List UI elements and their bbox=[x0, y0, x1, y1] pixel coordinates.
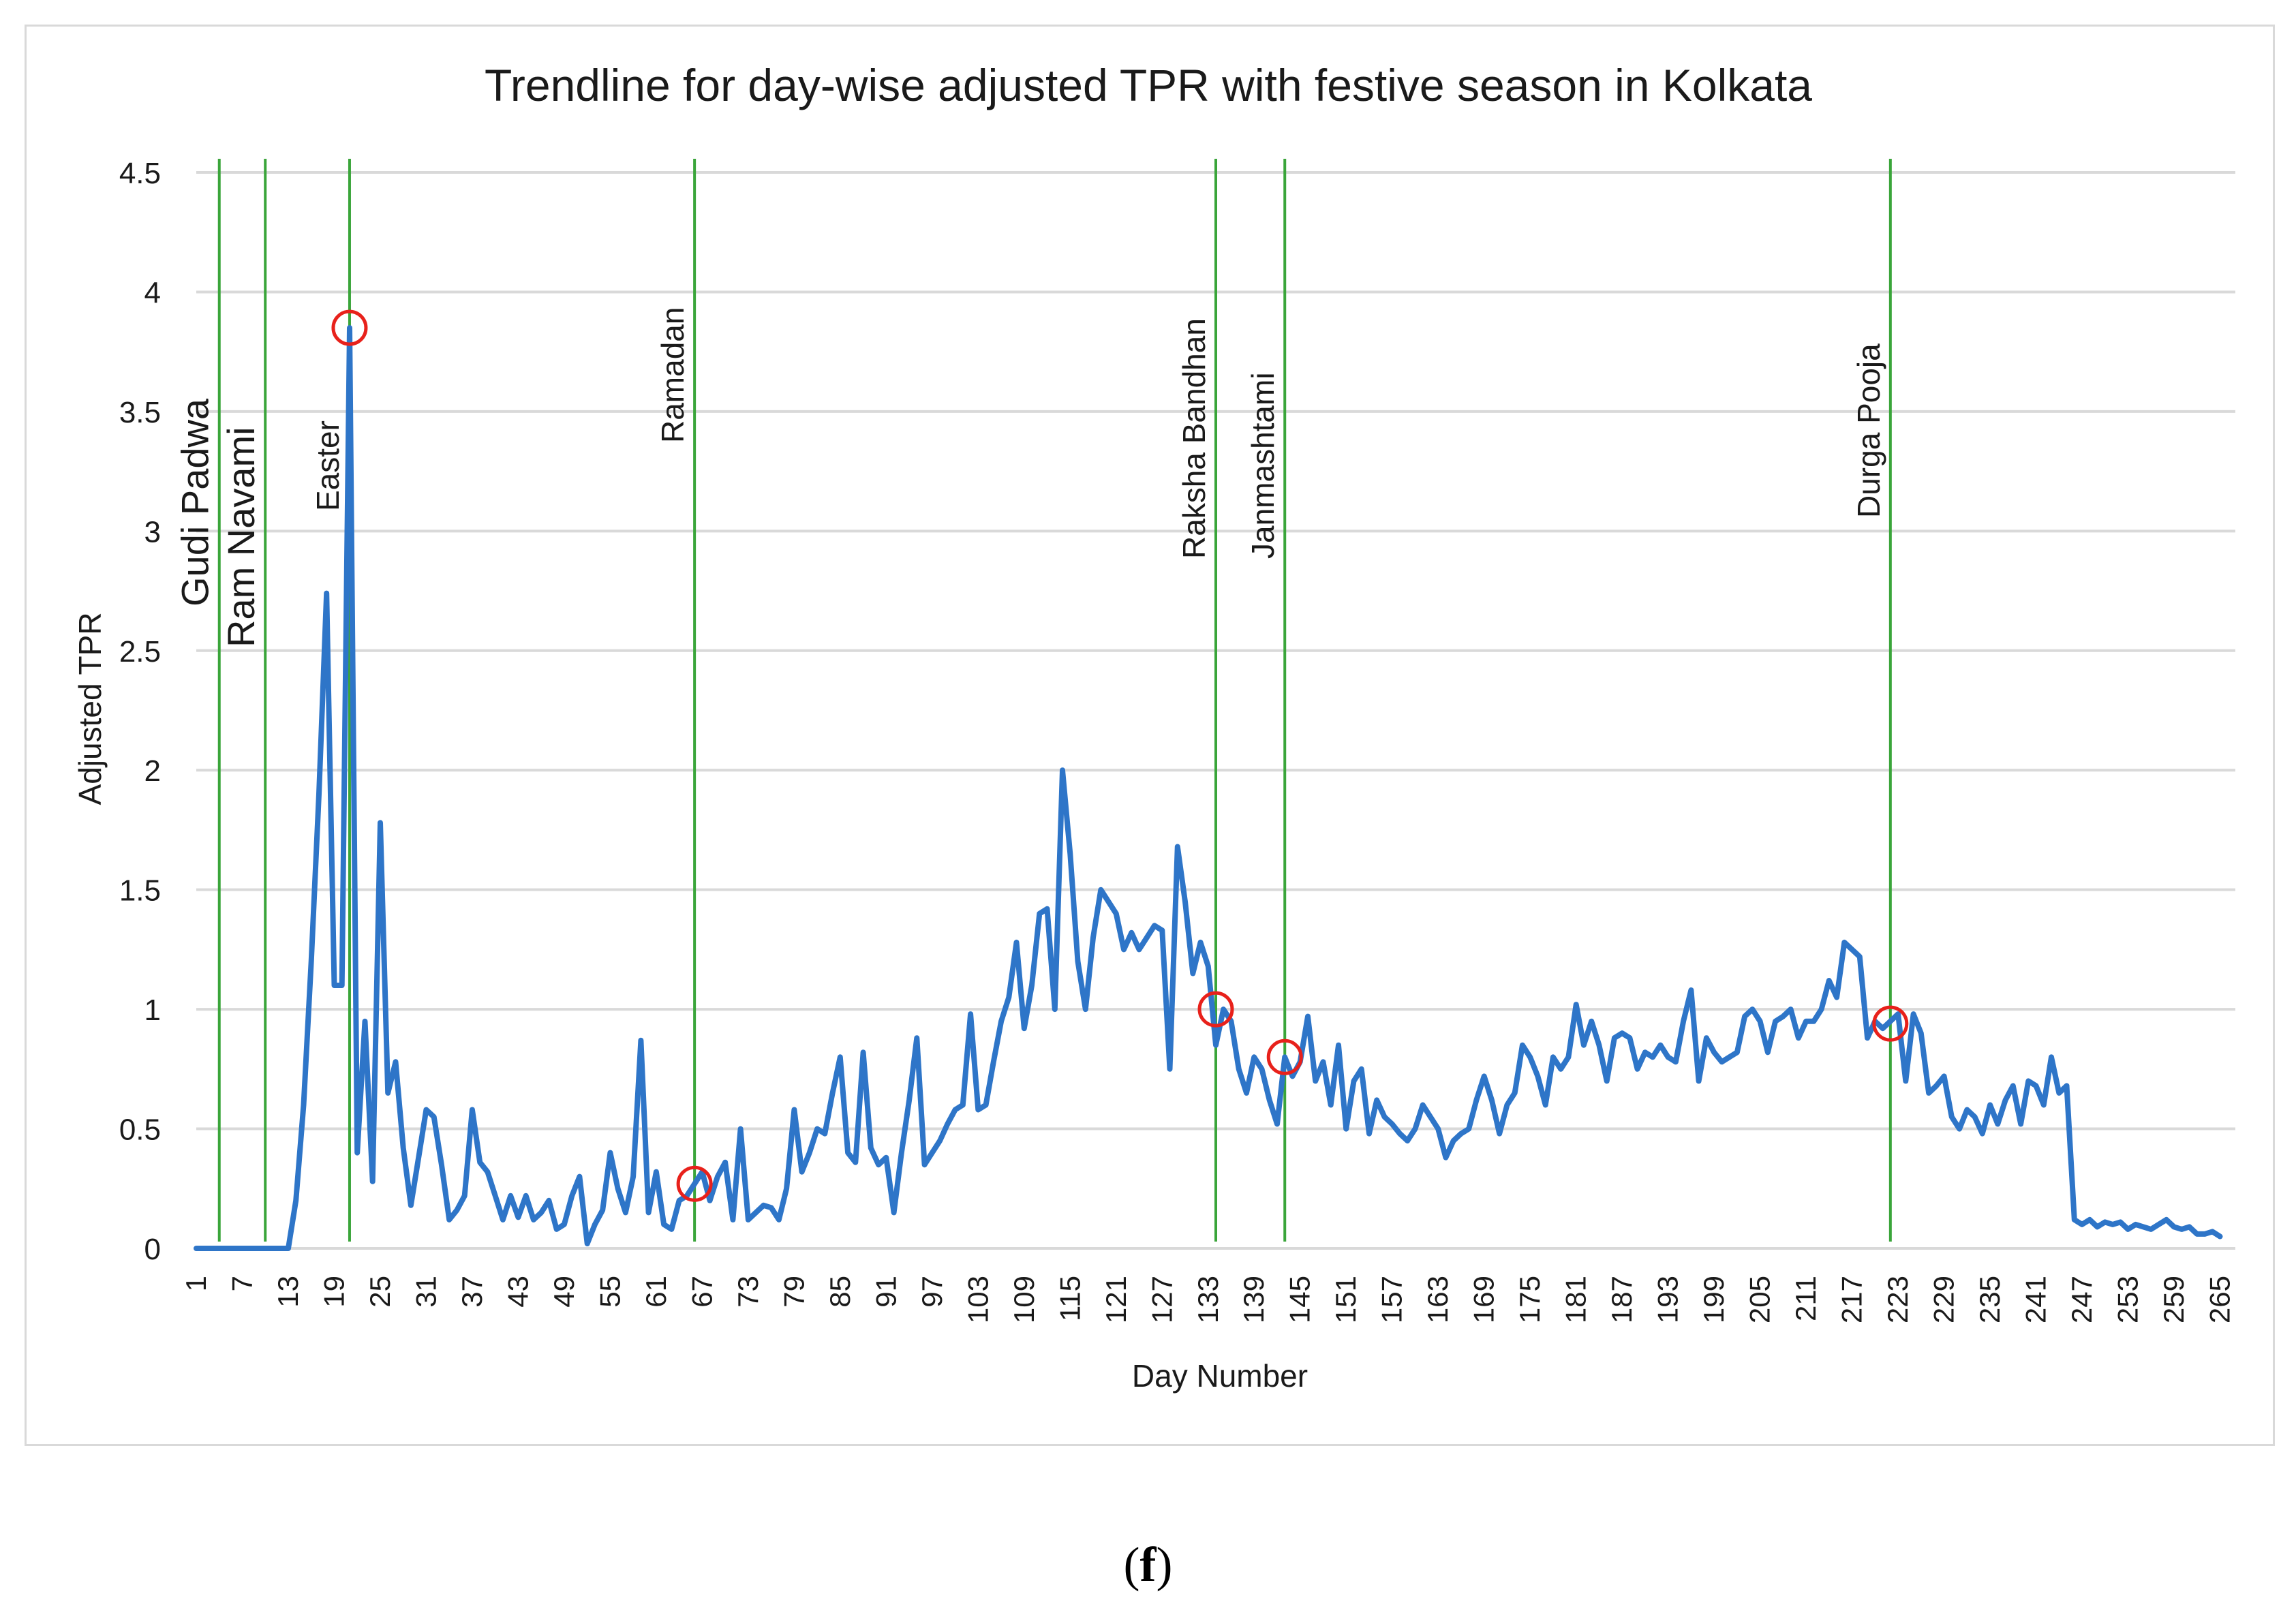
highlight-circle bbox=[331, 309, 368, 346]
x-tick-label: 139 bbox=[1238, 1276, 1270, 1323]
x-tick-label: 7 bbox=[226, 1276, 258, 1291]
highlight-circle bbox=[676, 1165, 713, 1202]
x-tick-label: 163 bbox=[1422, 1276, 1454, 1323]
x-tick-label: 265 bbox=[2204, 1276, 2236, 1323]
x-tick-label: 241 bbox=[2020, 1276, 2052, 1323]
y-tick-label: 1.5 bbox=[119, 874, 161, 908]
y-tick-label: 4 bbox=[144, 276, 161, 309]
festival-label: Raksha Bandhan bbox=[1176, 318, 1212, 559]
x-tick-label: 187 bbox=[1606, 1276, 1638, 1323]
x-tick-label: 37 bbox=[456, 1276, 488, 1308]
festival-label: Gudi Padwa bbox=[174, 398, 217, 606]
x-tick-label: 217 bbox=[1836, 1276, 1868, 1323]
caption-letter: f bbox=[1139, 1537, 1157, 1592]
x-tick-label: 1 bbox=[180, 1276, 212, 1291]
x-tick-label: 199 bbox=[1698, 1276, 1730, 1323]
festival-label: Ram Navami bbox=[219, 427, 262, 647]
x-tick-label: 67 bbox=[686, 1276, 718, 1308]
caption-close-paren: ) bbox=[1156, 1537, 1173, 1592]
festival-markers: Gudi Padwa Ram Navami Easter Ramadan Raksha … bbox=[174, 159, 1892, 1242]
x-tick-label: 151 bbox=[1330, 1276, 1362, 1323]
y-tick-label: 3.5 bbox=[119, 396, 161, 429]
x-tick-label: 103 bbox=[962, 1276, 994, 1323]
x-tick-label: 127 bbox=[1146, 1276, 1178, 1323]
figure-caption: (f) bbox=[0, 1537, 2296, 1593]
y-tick-label: 1 bbox=[144, 994, 161, 1027]
x-tick-label: 19 bbox=[318, 1276, 350, 1308]
x-tick-label: 79 bbox=[778, 1276, 810, 1308]
x-tick-label: 55 bbox=[594, 1276, 626, 1308]
x-tick-label: 109 bbox=[1008, 1276, 1040, 1323]
y-tick-label: 2.5 bbox=[119, 635, 161, 668]
x-tick-label: 211 bbox=[1790, 1276, 1822, 1321]
chart-title: Trendline for day-wise adjusted TPR with… bbox=[485, 60, 1812, 110]
x-axis-title: Day Number bbox=[1132, 1358, 1308, 1394]
series-layer bbox=[194, 325, 2223, 1251]
x-tick-label: 247 bbox=[2066, 1276, 2098, 1323]
festival-label: Janmashtami bbox=[1245, 372, 1281, 559]
x-tick-label: 229 bbox=[1928, 1276, 1960, 1323]
x-tick-label: 193 bbox=[1652, 1276, 1684, 1323]
x-tick-label: 181 bbox=[1560, 1276, 1592, 1323]
x-tick-label: 91 bbox=[870, 1276, 902, 1308]
x-tick-label: 133 bbox=[1192, 1276, 1224, 1323]
x-tick-label: 145 bbox=[1284, 1276, 1316, 1323]
x-tick-label: 121 bbox=[1100, 1276, 1132, 1323]
series-line bbox=[194, 325, 2223, 1251]
highlight-circle bbox=[1197, 991, 1234, 1028]
festival-label: Ramadan bbox=[655, 307, 690, 443]
caption-open-paren: ( bbox=[1123, 1537, 1140, 1592]
x-tick-label: 253 bbox=[2112, 1276, 2144, 1323]
chart-frame bbox=[25, 25, 2275, 1446]
x-tick-label: 115 bbox=[1054, 1276, 1086, 1321]
y-tick-label: 2 bbox=[144, 754, 161, 788]
x-tick-label: 169 bbox=[1468, 1276, 1500, 1323]
x-tick-label: 61 bbox=[640, 1276, 672, 1308]
x-tick-label: 259 bbox=[2158, 1276, 2190, 1323]
x-tick-label: 43 bbox=[502, 1276, 534, 1308]
festival-label: Durga Pooja bbox=[1851, 343, 1886, 518]
x-tick-label: 49 bbox=[548, 1276, 580, 1308]
x-tick-label: 25 bbox=[364, 1276, 396, 1308]
y-tick-label: 0 bbox=[144, 1233, 161, 1266]
highlight-markers bbox=[331, 309, 1909, 1202]
highlight-circle bbox=[1872, 1005, 1909, 1042]
y-tick-label: 0.5 bbox=[119, 1113, 161, 1147]
x-tick-label: 85 bbox=[824, 1276, 856, 1308]
x-tick-label: 31 bbox=[410, 1276, 442, 1308]
x-tick-label: 223 bbox=[1882, 1276, 1914, 1323]
festival-label: Easter bbox=[310, 420, 346, 511]
y-axis-title: Adjusted TPR bbox=[72, 613, 108, 805]
highlight-circle bbox=[1266, 1039, 1303, 1075]
y-tick-label: 3 bbox=[144, 515, 161, 549]
x-axis-ticks: 1 7 13 19 25 31 37 43 49 55 61 67 73 79 85 91 97 103 109 11… bbox=[180, 1276, 2236, 1323]
y-tick-label: 4.5 bbox=[119, 157, 161, 190]
x-tick-label: 157 bbox=[1376, 1276, 1408, 1323]
y-axis-ticks: 0 0.5 1 1.5 2 2.5 3 3.5 4 4.5 bbox=[119, 157, 161, 1266]
x-tick-label: 205 bbox=[1744, 1276, 1776, 1323]
x-tick-label: 235 bbox=[1974, 1276, 2006, 1323]
x-tick-label: 13 bbox=[272, 1276, 304, 1308]
x-tick-label: 97 bbox=[916, 1276, 948, 1308]
x-tick-label: 175 bbox=[1514, 1276, 1546, 1323]
x-tick-label: 73 bbox=[732, 1276, 764, 1308]
